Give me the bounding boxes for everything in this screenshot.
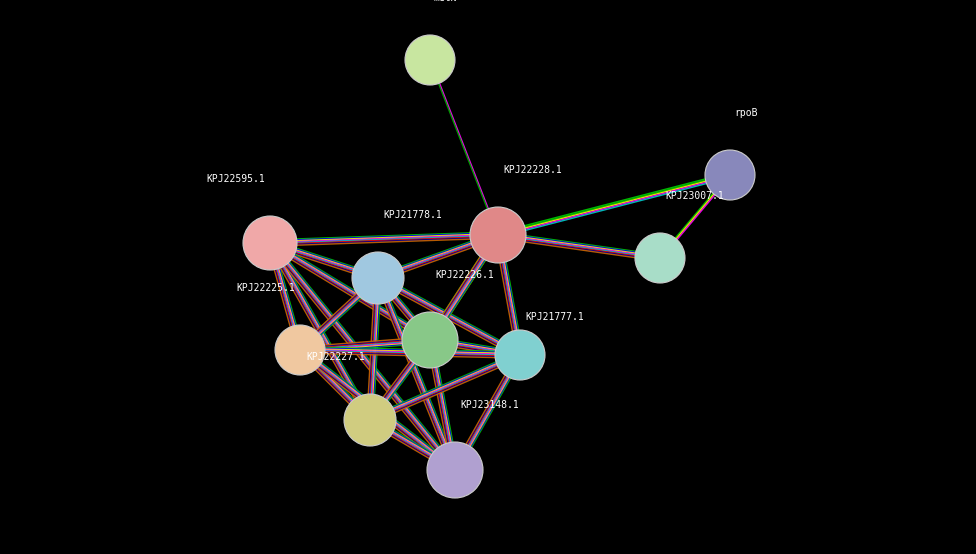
Circle shape <box>275 325 325 375</box>
Circle shape <box>470 207 526 263</box>
Text: rpoB: rpoB <box>734 108 757 118</box>
Circle shape <box>402 312 458 368</box>
Circle shape <box>405 35 455 85</box>
Circle shape <box>705 150 755 200</box>
Text: KPJ21778.1: KPJ21778.1 <box>383 210 442 220</box>
Text: KPJ22228.1: KPJ22228.1 <box>503 165 562 175</box>
Circle shape <box>243 216 297 270</box>
Circle shape <box>344 394 396 446</box>
Circle shape <box>352 252 404 304</box>
Circle shape <box>427 442 483 498</box>
Text: KPJ22225.1: KPJ22225.1 <box>236 283 295 293</box>
Text: KPJ22227.1: KPJ22227.1 <box>306 352 365 362</box>
Circle shape <box>635 233 685 283</box>
Text: metN: metN <box>434 0 458 3</box>
Circle shape <box>495 330 545 380</box>
Text: KPJ21777.1: KPJ21777.1 <box>525 312 584 322</box>
Text: KPJ23148.1: KPJ23148.1 <box>460 400 519 410</box>
Text: KPJ23007.1: KPJ23007.1 <box>665 191 724 201</box>
Text: KPJ22226.1: KPJ22226.1 <box>435 270 494 280</box>
Text: KPJ22595.1: KPJ22595.1 <box>206 174 265 184</box>
